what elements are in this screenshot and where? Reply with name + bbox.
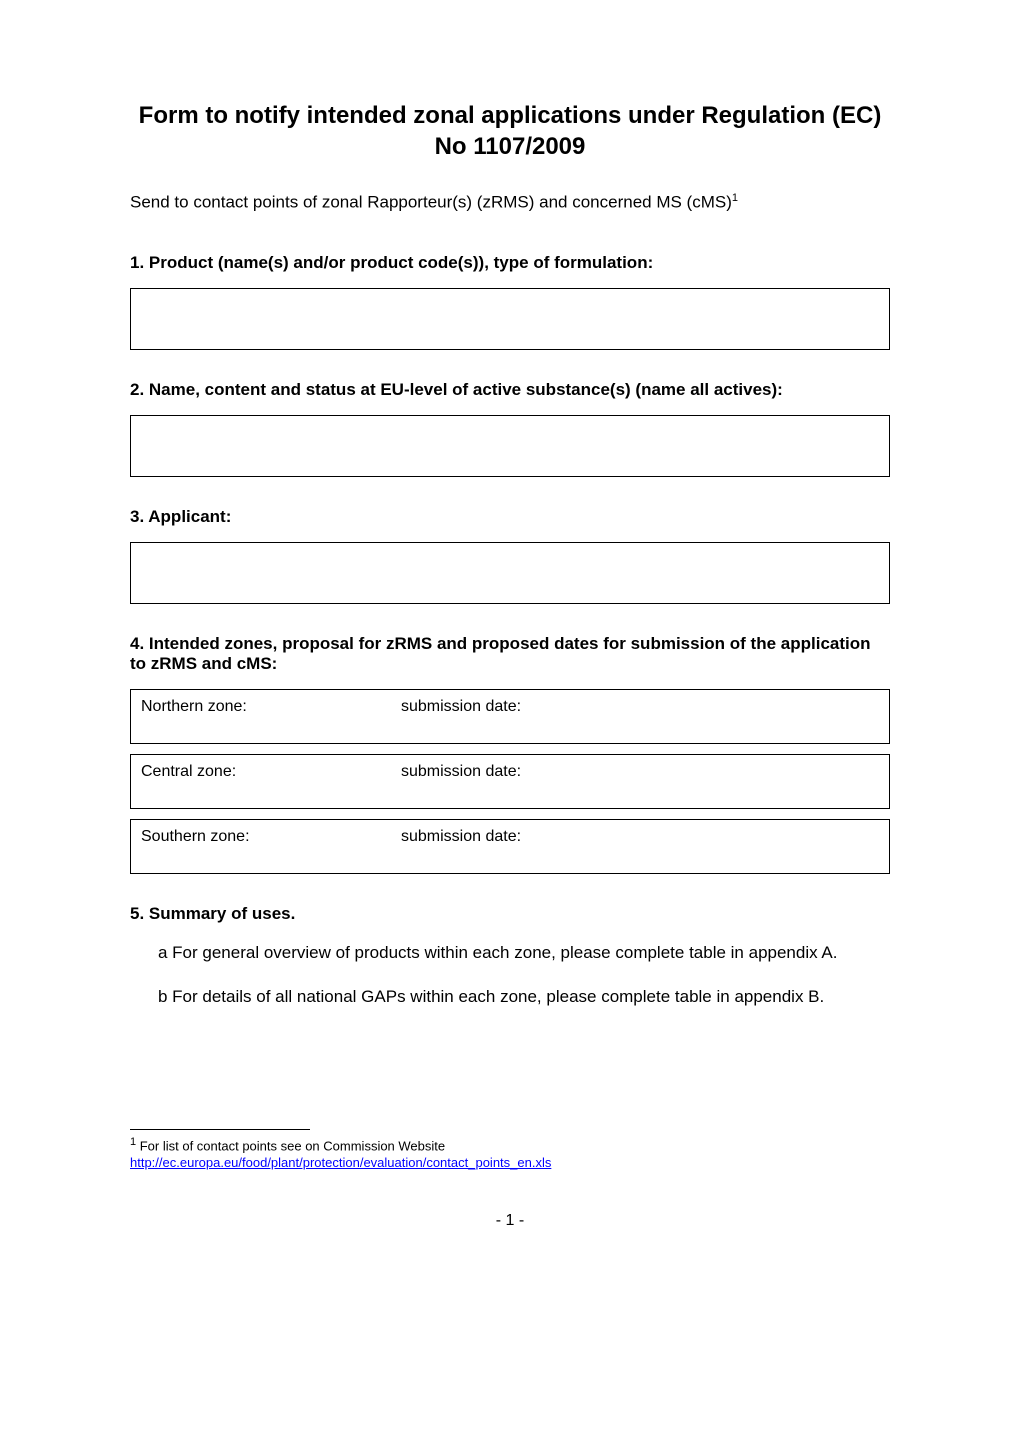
- intro-superscript: 1: [732, 192, 738, 204]
- section-2-heading: 2. Name, content and status at EU-level …: [130, 380, 890, 400]
- central-submission-label: submission date:: [401, 763, 879, 808]
- central-zone-box[interactable]: Central zone: submission date:: [130, 754, 890, 809]
- product-input-box[interactable]: [130, 288, 890, 350]
- active-substance-input-box[interactable]: [130, 415, 890, 477]
- section-5-heading: 5. Summary of uses.: [130, 904, 890, 924]
- applicant-input-box[interactable]: [130, 542, 890, 604]
- southern-zone-box[interactable]: Southern zone: submission date:: [130, 819, 890, 874]
- intro-paragraph: Send to contact points of zonal Rapporte…: [130, 192, 890, 213]
- footnote-link[interactable]: http://ec.europa.eu/food/plant/protectio…: [130, 1155, 551, 1170]
- footnote-text: For list of contact points see on Commis…: [136, 1138, 445, 1153]
- northern-zone-box[interactable]: Northern zone: submission date:: [130, 689, 890, 744]
- page-container: Form to notify intended zonal applicatio…: [0, 0, 1020, 1290]
- form-title: Form to notify intended zonal applicatio…: [130, 100, 890, 162]
- intro-text: Send to contact points of zonal Rapporte…: [130, 193, 732, 212]
- section-3-heading: 3. Applicant:: [130, 507, 890, 527]
- central-zone-label: Central zone:: [141, 763, 401, 808]
- section-4-heading: 4. Intended zones, proposal for zRMS and…: [130, 634, 890, 674]
- section-1-heading: 1. Product (name(s) and/or product code(…: [130, 253, 890, 273]
- footnote: 1 For list of contact points see on Comm…: [130, 1135, 890, 1172]
- section-5b-text: b For details of all national GAPs withi…: [130, 985, 890, 1009]
- northern-zone-label: Northern zone:: [141, 698, 401, 743]
- footnote-separator: [130, 1129, 310, 1130]
- page-number: - 1 -: [130, 1212, 890, 1230]
- northern-submission-label: submission date:: [401, 698, 879, 743]
- southern-submission-label: submission date:: [401, 828, 879, 873]
- southern-zone-label: Southern zone:: [141, 828, 401, 873]
- section-5a-text: a For general overview of products withi…: [130, 941, 890, 965]
